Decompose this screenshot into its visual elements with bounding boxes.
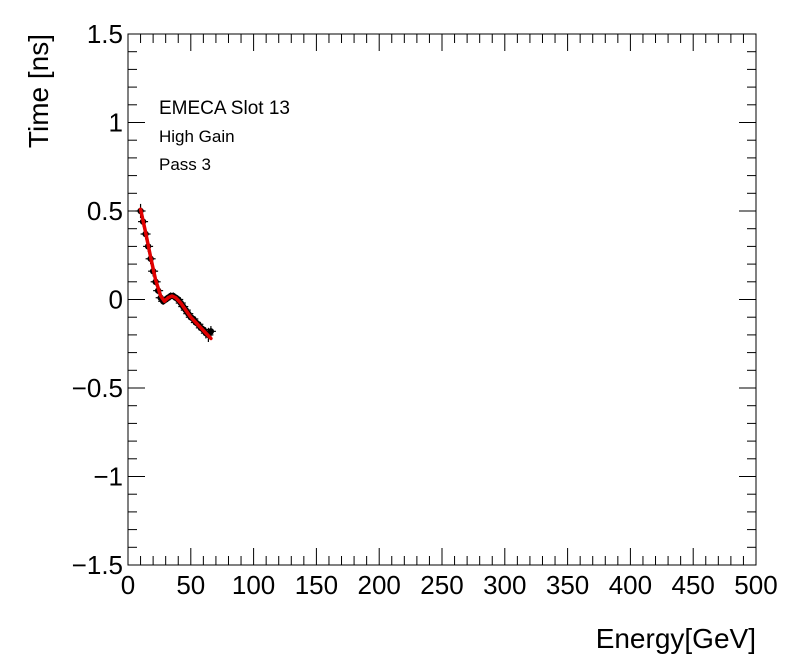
y-tick-label: −1 (93, 462, 123, 492)
x-tick-label: 350 (546, 570, 589, 600)
annotation-slot: EMECA Slot 13 (159, 98, 290, 119)
x-tick-label: 150 (295, 570, 338, 600)
x-tick-label: 250 (420, 570, 463, 600)
x-tick-label: 100 (232, 570, 275, 600)
fit-curve (138, 207, 213, 341)
data-point (207, 328, 215, 335)
x-axis-title: Energy[GeV] (596, 623, 756, 654)
axis-ticks (127, 33, 757, 566)
tick-labels: 0 50 100 150 200 250 300 350 400 450 500 −1.5 −1 −0.5… (72, 19, 778, 600)
y-tick-label: −0.5 (72, 373, 123, 403)
x-tick-label: 50 (176, 570, 205, 600)
series-layer (135, 203, 216, 342)
x-tick-label: 450 (672, 570, 715, 600)
x-tick-label: 200 (358, 570, 401, 600)
y-tick-label: 0 (109, 285, 123, 315)
y-axis-title: Time [ns] (23, 34, 54, 148)
y-tick-label: −1.5 (72, 550, 123, 580)
annotation-pass: Pass 3 (159, 155, 211, 174)
x-tick-label: 0 (121, 570, 135, 600)
annotation-gain: High Gain (159, 127, 235, 146)
y-tick-label: 0.5 (87, 196, 123, 226)
x-tick-label: 300 (483, 570, 526, 600)
x-tick-label: 400 (609, 570, 652, 600)
x-tick-label: 500 (734, 570, 777, 600)
y-tick-label: 1.5 (87, 19, 123, 49)
y-tick-label: 1 (109, 108, 123, 138)
